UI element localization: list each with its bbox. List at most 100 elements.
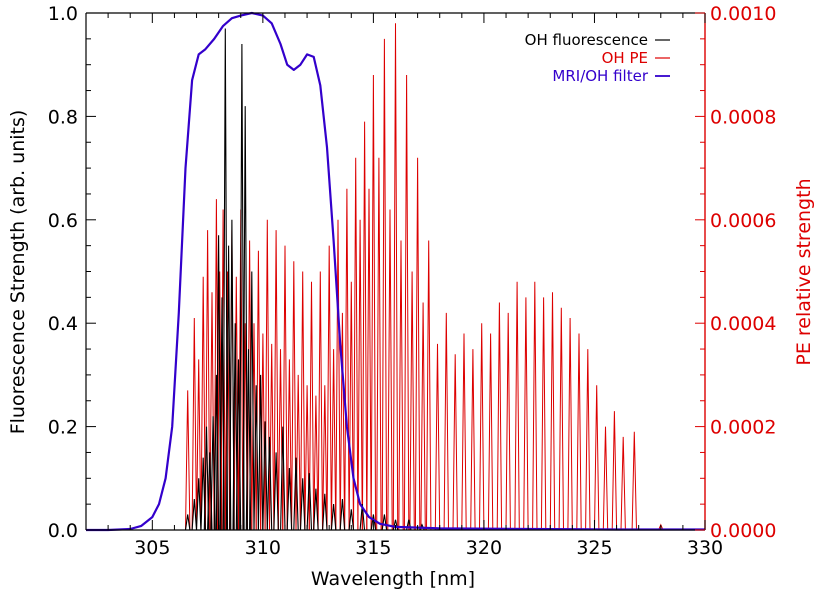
peak-oh-fluorescence bbox=[249, 271, 255, 531]
peak-oh-pe bbox=[403, 74, 410, 531]
series-oh-fluorescence bbox=[184, 28, 425, 531]
y-left-tick-label: 0.2 bbox=[48, 417, 78, 439]
peak-oh-fluorescence bbox=[184, 514, 191, 531]
peak-oh-pe bbox=[487, 333, 494, 531]
peak-oh-pe bbox=[326, 245, 332, 531]
peak-oh-pe bbox=[381, 38, 388, 531]
y-left-tick-label: 1.0 bbox=[48, 3, 78, 25]
y-right-tick-label: 0.0006 bbox=[710, 210, 776, 232]
x-tick-label: 310 bbox=[245, 537, 281, 559]
peak-oh-fluorescence bbox=[213, 374, 220, 531]
peak-oh-pe bbox=[304, 385, 310, 531]
axes-layer: 305 310 315 320 325 330 0.0 0.2 0.4 0.6 0.8 1.0 0.00… bbox=[48, 3, 777, 559]
peak-oh-fluorescence bbox=[293, 457, 299, 531]
peak-oh-fluorescence bbox=[348, 509, 355, 531]
peak-oh-pe bbox=[353, 157, 359, 531]
peak-oh-pe bbox=[273, 230, 279, 531]
peak-oh-pe bbox=[366, 188, 372, 531]
y-right-tick-label: 0.0004 bbox=[710, 313, 776, 335]
peak-oh-pe bbox=[594, 385, 600, 531]
peak-oh-pe bbox=[567, 317, 573, 531]
peak-oh-pe bbox=[392, 23, 399, 531]
peak-oh-pe bbox=[361, 121, 368, 531]
peak-oh-pe bbox=[452, 354, 458, 531]
peak-oh-pe bbox=[370, 74, 377, 531]
peak-oh-fluorescence bbox=[222, 28, 229, 531]
peak-oh-pe bbox=[514, 281, 520, 531]
x-axis-title: Wavelength [nm] bbox=[311, 568, 475, 590]
peak-oh-pe bbox=[291, 261, 297, 531]
peak-oh-pe bbox=[269, 343, 275, 531]
peak-oh-pe bbox=[470, 349, 476, 531]
peak-oh-fluorescence bbox=[266, 436, 273, 531]
peak-oh-pe bbox=[523, 297, 529, 531]
peak-oh-fluorescence bbox=[306, 473, 313, 531]
peak-oh-fluorescence bbox=[313, 488, 319, 531]
legend-label-fluorescence: OH fluorescence bbox=[525, 31, 648, 49]
y-right-tick-label: 0.0008 bbox=[710, 106, 776, 128]
peak-oh-fluorescence bbox=[257, 374, 264, 531]
peak-oh-pe bbox=[335, 219, 341, 531]
peak-oh-fluorescence bbox=[280, 426, 286, 531]
legend-label-filter: MRI/OH filter bbox=[552, 67, 648, 85]
y-right-tick-label: 0.0010 bbox=[710, 3, 776, 25]
peak-oh-fluorescence bbox=[381, 514, 388, 531]
peak-oh-pe bbox=[387, 209, 393, 531]
peak-oh-pe bbox=[224, 271, 231, 531]
peak-oh-pe bbox=[357, 219, 363, 531]
peak-oh-pe bbox=[191, 317, 197, 531]
peak-oh-pe bbox=[246, 240, 253, 531]
peak-oh-fluorescence bbox=[359, 504, 366, 531]
peak-oh-pe bbox=[317, 271, 323, 531]
peak-oh-pe bbox=[620, 436, 626, 531]
peak-oh-pe bbox=[264, 219, 270, 531]
peak-oh-pe bbox=[443, 312, 449, 531]
x-tick-label: 315 bbox=[355, 537, 391, 559]
peak-oh-pe bbox=[398, 240, 404, 531]
peak-oh-fluorescence bbox=[242, 106, 248, 531]
peak-oh-fluorescence bbox=[191, 498, 198, 531]
peak-oh-pe bbox=[558, 307, 564, 531]
peak-oh-pe bbox=[532, 281, 538, 531]
x-tick-label: 305 bbox=[134, 537, 170, 559]
peak-oh-pe bbox=[322, 385, 328, 531]
peak-oh-pe bbox=[213, 199, 220, 531]
x-tick-label: 330 bbox=[687, 537, 723, 559]
peak-oh-pe bbox=[344, 188, 350, 531]
y-axis-title-right: PE relative strength bbox=[793, 178, 815, 365]
peak-oh-fluorescence bbox=[299, 478, 306, 531]
y-left-tick-label: 0.8 bbox=[48, 106, 78, 128]
peak-oh-pe bbox=[585, 349, 591, 531]
peak-oh-pe bbox=[308, 281, 315, 531]
peak-oh-pe bbox=[196, 359, 202, 531]
peak-oh-pe bbox=[540, 297, 547, 531]
peak-oh-fluorescence bbox=[253, 385, 259, 531]
peak-oh-fluorescence bbox=[215, 235, 222, 531]
peak-oh-pe bbox=[496, 302, 503, 531]
peak-oh-pe bbox=[414, 157, 421, 531]
peak-oh-pe bbox=[348, 281, 354, 531]
peak-oh-pe bbox=[576, 333, 582, 531]
y-left-tick-label: 0.4 bbox=[48, 313, 78, 335]
peak-oh-pe bbox=[300, 271, 306, 531]
peak-oh-pe bbox=[185, 390, 191, 531]
peak-oh-pe bbox=[461, 333, 467, 531]
peak-oh-pe bbox=[434, 343, 441, 531]
peak-oh-pe bbox=[479, 323, 485, 531]
peak-oh-fluorescence bbox=[370, 514, 377, 531]
peak-oh-pe bbox=[426, 240, 432, 531]
peak-oh-fluorescence bbox=[229, 219, 235, 531]
peak-oh-pe bbox=[631, 431, 637, 531]
peak-oh-pe bbox=[420, 302, 426, 531]
peak-oh-pe bbox=[409, 271, 415, 531]
peak-oh-pe bbox=[330, 349, 337, 531]
peak-oh-fluorescence bbox=[195, 478, 202, 531]
legend-label-pe: OH PE bbox=[602, 49, 648, 67]
peak-oh-pe bbox=[611, 411, 618, 531]
peak-oh-fluorescence bbox=[339, 498, 346, 531]
peak-oh-pe bbox=[286, 359, 293, 531]
peak-oh-pe bbox=[313, 395, 319, 531]
y-right-tick-label: 0.0000 bbox=[710, 520, 776, 542]
peak-oh-pe bbox=[376, 157, 382, 531]
